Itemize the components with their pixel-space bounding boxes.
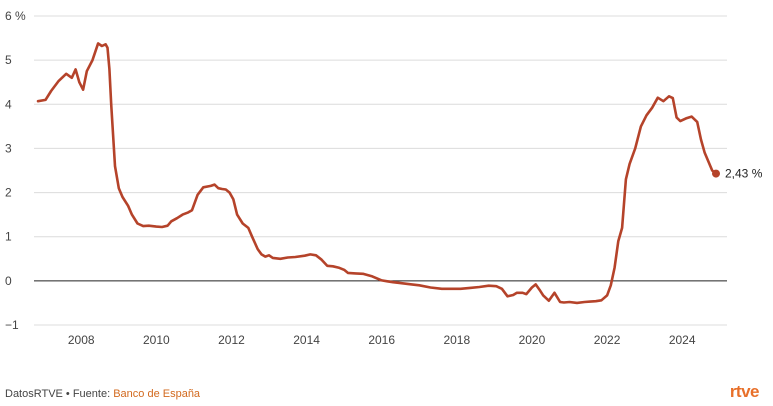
x-axis-ticks: 2008 2010 2012 2014 2016 2018 2020 2022 2024 — [68, 333, 696, 347]
x-tick-label: 2008 — [68, 333, 95, 347]
y-tick-label: 2 — [5, 186, 12, 200]
x-tick-label: 2012 — [218, 333, 245, 347]
gridlines — [34, 15, 727, 326]
y-tick-label: 6 % — [5, 9, 26, 23]
series-line-group: 2,43 % — [36, 42, 763, 305]
y-tick-label: 0 — [5, 274, 12, 288]
last-value-label: 2,43 % — [725, 167, 763, 181]
x-tick-label: 2016 — [368, 333, 395, 347]
rtve-logo: rtve — [729, 382, 760, 401]
y-axis-ticks: −1 0 1 2 3 4 5 6 % — [5, 9, 26, 332]
y-tick-label: 3 — [5, 141, 12, 155]
x-tick-label: 2020 — [519, 333, 546, 347]
x-tick-label: 2010 — [143, 333, 170, 347]
x-tick-label: 2022 — [594, 333, 621, 347]
footer-brand-text: DatosRTVE • Fuente: — [5, 388, 114, 400]
y-tick-label: 5 — [5, 53, 12, 67]
line-chart: −1 0 1 2 3 4 5 6 % 2008 2010 2012 2014 2016 2018 2020… — [5, 9, 763, 347]
x-tick-label: 2014 — [293, 333, 320, 347]
y-tick-label: −1 — [5, 318, 19, 332]
y-tick-label: 4 — [5, 97, 12, 111]
series-line — [36, 42, 718, 305]
source-link[interactable]: Banco de España — [113, 388, 201, 400]
x-tick-label: 2018 — [443, 333, 470, 347]
last-value-point — [712, 169, 720, 178]
y-tick-label: 1 — [5, 230, 12, 244]
x-tick-label: 2024 — [669, 333, 696, 347]
chart-footer: DatosRTVE • Fuente: Banco de España — [5, 388, 200, 400]
